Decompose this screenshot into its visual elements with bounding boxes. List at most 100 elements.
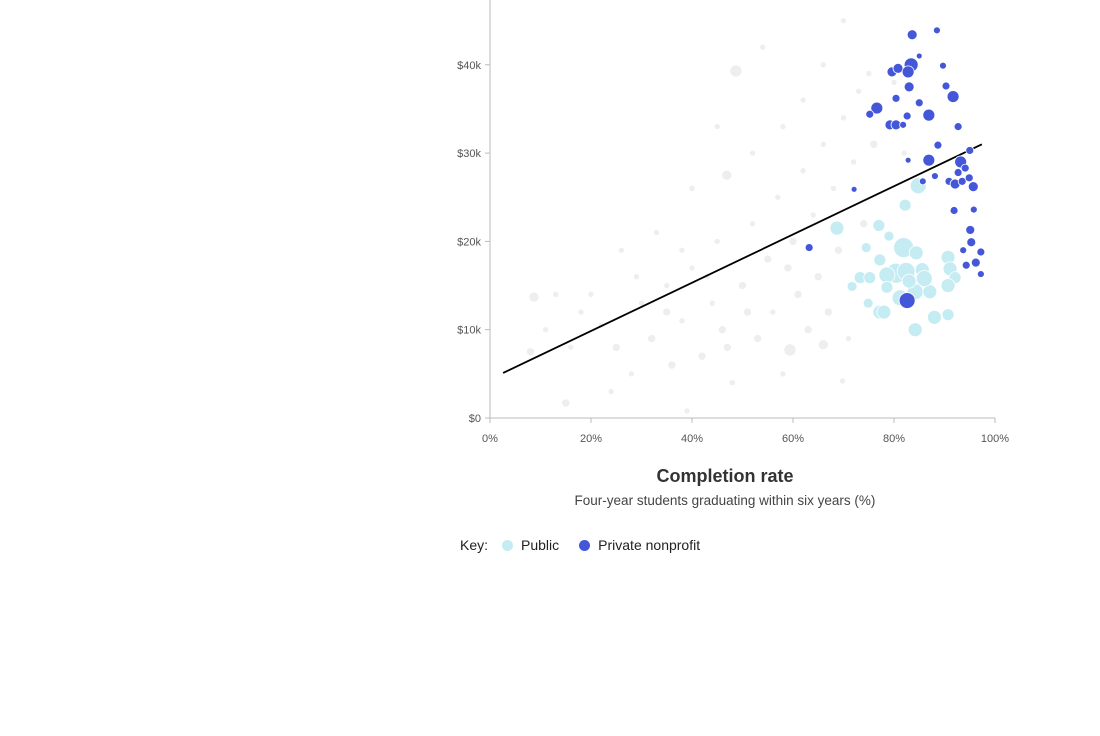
data-point-other bbox=[783, 263, 793, 273]
data-point-public bbox=[883, 230, 895, 242]
axes: $0 $10k $20k $30k $40k 0% 20% 40% 60% 80% 100% bbox=[457, 0, 1009, 445]
data-point-other bbox=[678, 246, 686, 254]
data-point-private-nonprofit bbox=[931, 172, 939, 180]
x-tick-label: 0% bbox=[482, 433, 498, 445]
data-point-other bbox=[552, 291, 559, 298]
data-point-private-nonprofit bbox=[953, 168, 963, 177]
data-point-other bbox=[729, 379, 736, 386]
data-point-private-nonprofit bbox=[966, 237, 977, 248]
data-point-other bbox=[865, 70, 873, 77]
data-point-other bbox=[793, 290, 803, 299]
data-point-other bbox=[834, 245, 843, 255]
data-point-other bbox=[817, 339, 829, 351]
data-point-public bbox=[863, 271, 877, 285]
data-point-other bbox=[587, 291, 595, 298]
data-point-other bbox=[653, 229, 660, 236]
data-point-other bbox=[859, 219, 869, 229]
data-point-other bbox=[788, 237, 798, 246]
data-point-other bbox=[743, 307, 752, 317]
data-point-other bbox=[717, 325, 727, 335]
data-point-private-nonprofit bbox=[946, 90, 960, 103]
data-point-other bbox=[721, 169, 733, 181]
data-point-other bbox=[667, 360, 677, 370]
data-point-other bbox=[803, 325, 813, 335]
data-point-other bbox=[617, 246, 625, 254]
data-point-other bbox=[869, 139, 879, 149]
data-point-other bbox=[779, 123, 787, 130]
legend-title: Key: bbox=[460, 537, 489, 553]
data-point-other bbox=[663, 282, 671, 289]
trend-line bbox=[502, 143, 983, 374]
data-point-private-nonprofit bbox=[898, 292, 916, 309]
data-point-public bbox=[880, 280, 894, 294]
data-point-public bbox=[907, 322, 923, 338]
data-point-private-nonprofit bbox=[965, 146, 975, 155]
data-point-other bbox=[633, 273, 640, 281]
data-point-private-nonprofit bbox=[865, 109, 875, 119]
data-point-other bbox=[678, 317, 686, 325]
data-point-private-nonprofit bbox=[901, 65, 915, 79]
data-point-other bbox=[799, 96, 807, 104]
data-point-private-nonprofit bbox=[922, 153, 936, 167]
data-point-private-nonprofit bbox=[941, 81, 951, 91]
data-point-other bbox=[855, 87, 862, 95]
data-point-public bbox=[872, 219, 886, 232]
data-point-other bbox=[567, 344, 575, 351]
legend-label-public: Public bbox=[521, 537, 560, 553]
data-point-other bbox=[723, 343, 732, 352]
data-point-other bbox=[813, 272, 823, 282]
data-point-other bbox=[683, 407, 691, 415]
data-point-other bbox=[607, 388, 615, 395]
data-point-other bbox=[779, 370, 787, 378]
data-point-private-nonprofit bbox=[976, 270, 985, 278]
x-axis-title: Completion rate bbox=[656, 466, 794, 486]
data-point-other bbox=[713, 238, 721, 245]
data-point-other bbox=[713, 123, 721, 130]
data-point-other bbox=[830, 185, 837, 192]
data-point-other bbox=[738, 281, 747, 290]
data-point-private-nonprofit bbox=[960, 163, 970, 173]
data-point-private-nonprofit bbox=[870, 101, 884, 115]
data-point-other bbox=[839, 377, 846, 385]
legend-swatch-private-nonprofit bbox=[579, 539, 591, 551]
data-point-other bbox=[647, 334, 656, 343]
bubble-layer bbox=[502, 17, 986, 415]
data-point-public bbox=[873, 253, 887, 267]
data-point-private-nonprofit bbox=[804, 243, 814, 252]
data-point-other bbox=[845, 335, 852, 342]
y-tick-label: $10k bbox=[457, 325, 481, 337]
data-point-public bbox=[876, 304, 892, 320]
x-tick-label: 60% bbox=[782, 433, 804, 445]
legend: Key: Public Private nonprofit bbox=[460, 537, 700, 553]
y-tick-label: $0 bbox=[469, 413, 481, 425]
data-point-other bbox=[749, 149, 756, 157]
data-point-private-nonprofit bbox=[939, 61, 947, 70]
data-point-private-nonprofit bbox=[961, 260, 971, 270]
data-point-private-nonprofit bbox=[965, 225, 976, 235]
data-point-other bbox=[763, 254, 773, 264]
data-point-private-nonprofit bbox=[904, 156, 912, 164]
data-point-public bbox=[908, 245, 924, 261]
data-point-public bbox=[927, 309, 942, 325]
data-point-private-nonprofit bbox=[969, 205, 978, 214]
data-point-private-nonprofit bbox=[914, 98, 924, 108]
data-point-other bbox=[819, 61, 827, 69]
data-point-other bbox=[900, 149, 908, 157]
data-point-other bbox=[528, 291, 540, 303]
data-point-private-nonprofit bbox=[953, 122, 963, 132]
data-point-other bbox=[840, 114, 847, 122]
data-point-private-nonprofit bbox=[906, 29, 918, 41]
data-point-private-nonprofit bbox=[964, 173, 974, 183]
data-point-other bbox=[799, 167, 807, 175]
data-point-other bbox=[759, 43, 767, 51]
y-tick-label: $40k bbox=[457, 60, 481, 72]
data-point-other bbox=[753, 334, 762, 343]
data-point-private-nonprofit bbox=[933, 26, 941, 35]
data-point-private-nonprofit bbox=[891, 93, 901, 103]
data-point-public bbox=[940, 278, 956, 293]
data-point-other bbox=[526, 347, 535, 357]
data-point-other bbox=[611, 343, 621, 352]
data-point-other bbox=[688, 264, 696, 272]
data-point-other bbox=[697, 351, 707, 361]
